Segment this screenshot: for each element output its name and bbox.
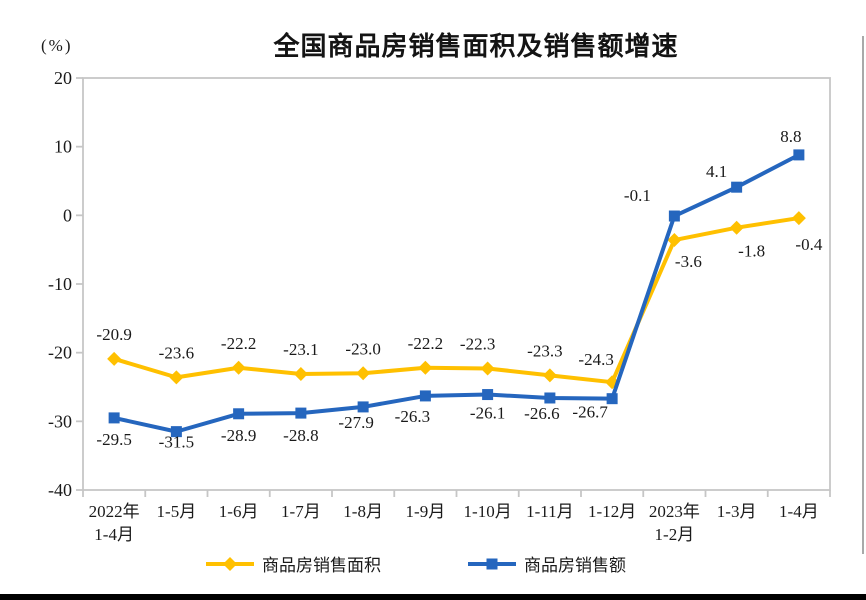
data-label: -22.2 — [408, 334, 443, 353]
y-axis-label: -20 — [48, 343, 72, 363]
series-line-0 — [113, 216, 800, 385]
data-point-marker — [231, 360, 246, 375]
y-axis-label: -10 — [48, 274, 72, 294]
chart-title: 全国商品房销售面积及销售额增速 — [273, 31, 679, 61]
x-axis-label: 2023年 1-2月 — [649, 502, 700, 544]
data-point-marker — [419, 390, 431, 402]
data-point-marker — [108, 412, 120, 424]
data-point-marker — [293, 366, 308, 381]
data-label: -23.1 — [283, 340, 318, 359]
data-point-marker — [731, 181, 743, 193]
x-axis-label: 1-10月 — [464, 502, 512, 521]
data-point-marker — [606, 393, 618, 405]
x-axis-label: 1-11月 — [526, 502, 574, 521]
data-label: -29.5 — [96, 430, 131, 449]
data-point-marker — [482, 389, 494, 401]
data-label: -26.6 — [524, 404, 559, 423]
data-label: -28.8 — [283, 426, 318, 445]
chart-legend: 商品房销售面积 商品房销售额 — [0, 551, 866, 579]
data-point-marker — [233, 408, 245, 420]
data-point-marker — [295, 407, 307, 419]
x-axis-label: 1-5月 — [157, 502, 197, 521]
x-axis-label: 1-6月 — [219, 502, 259, 521]
data-point-marker — [544, 392, 556, 404]
data-point-marker — [791, 211, 806, 226]
data-label: -24.3 — [578, 350, 613, 369]
x-axis-label: 1-9月 — [406, 502, 446, 521]
legend-swatch-shape — [486, 558, 498, 569]
x-axis-label: 1-7月 — [281, 502, 321, 521]
data-point-marker — [668, 210, 680, 222]
y-axis-label: -40 — [48, 480, 72, 500]
data-label: -0.1 — [624, 186, 651, 205]
data-label: -31.5 — [159, 433, 194, 452]
legend-label-sales-area: 商品房销售面积 — [262, 556, 381, 575]
data-label: 8.8 — [780, 127, 801, 146]
legend-item-sales-area: 商品房销售面积 — [206, 551, 381, 576]
data-point-marker — [418, 360, 433, 375]
blue-line-square-icon — [468, 558, 516, 569]
right-border-line — [862, 36, 864, 554]
y-axis-label: 20 — [54, 68, 72, 88]
data-label: -23.3 — [527, 341, 562, 360]
data-point-marker — [480, 361, 495, 376]
bottom-border-bar — [0, 594, 866, 600]
data-point-marker — [793, 149, 805, 161]
data-point-marker — [542, 368, 557, 383]
x-axis-label: 1-8月 — [343, 502, 383, 521]
x-axis-label: 1-12月 — [588, 502, 636, 521]
x-axis-label: 2022年 1-4月 — [89, 502, 140, 544]
data-label: -22.2 — [221, 334, 256, 353]
data-point-marker — [169, 370, 184, 385]
x-axis-label: 1-3月 — [717, 502, 757, 521]
data-label: -1.8 — [738, 242, 765, 261]
data-label: -3.6 — [675, 252, 702, 271]
series-line-1 — [113, 153, 800, 434]
data-label: -23.0 — [345, 339, 380, 358]
legend-item-sales-amount: 商品房销售额 — [468, 551, 626, 576]
y-axis-unit-label: (%) — [41, 36, 73, 55]
y-axis-label: 10 — [54, 137, 72, 157]
x-axis-label: 1-4月 — [779, 502, 819, 521]
data-label: -26.7 — [572, 403, 608, 422]
data-label: -26.3 — [395, 407, 430, 426]
data-label: -0.4 — [795, 235, 822, 254]
data-label: -26.1 — [470, 404, 505, 423]
legend-swatch-shape — [223, 556, 237, 571]
legend-label-sales-amount: 商品房销售额 — [524, 556, 626, 575]
data-point-marker — [356, 366, 371, 381]
data-point-marker — [357, 401, 369, 413]
data-point-marker — [107, 351, 122, 366]
data-label: -28.9 — [221, 426, 256, 445]
data-label: 4.1 — [706, 162, 727, 181]
data-label: -22.3 — [460, 334, 495, 353]
data-point-marker — [729, 220, 744, 235]
data-label: -27.9 — [338, 413, 373, 432]
y-axis-label: -30 — [48, 411, 72, 431]
y-axis-label: 0 — [63, 205, 72, 225]
data-point-marker — [170, 426, 182, 438]
data-label: -23.6 — [159, 343, 194, 362]
data-label: -20.9 — [96, 325, 131, 344]
data-point-marker — [667, 233, 682, 248]
yellow-line-diamond-icon — [206, 556, 254, 571]
